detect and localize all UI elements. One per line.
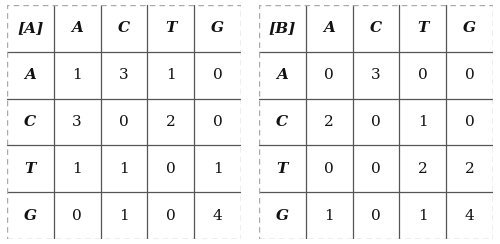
Text: G: G xyxy=(24,209,36,223)
Text: 2: 2 xyxy=(324,115,334,129)
Text: 4: 4 xyxy=(465,209,474,223)
Text: 1: 1 xyxy=(213,162,222,176)
Text: A: A xyxy=(324,21,335,35)
Text: T: T xyxy=(165,21,176,35)
Text: 1: 1 xyxy=(119,162,129,176)
Text: 1: 1 xyxy=(418,115,428,129)
Text: 1: 1 xyxy=(166,68,175,82)
Text: [A]: [A] xyxy=(17,21,44,35)
Text: 2: 2 xyxy=(418,162,428,176)
Text: 0: 0 xyxy=(166,162,175,176)
Text: 1: 1 xyxy=(72,162,82,176)
Text: T: T xyxy=(276,162,288,176)
Text: 0: 0 xyxy=(371,209,381,223)
Text: [B]: [B] xyxy=(268,21,296,35)
Text: 0: 0 xyxy=(213,115,222,129)
Text: 4: 4 xyxy=(213,209,222,223)
Text: G: G xyxy=(211,21,224,35)
Text: 2: 2 xyxy=(166,115,175,129)
Text: G: G xyxy=(464,21,476,35)
Text: 1: 1 xyxy=(119,209,129,223)
Text: A: A xyxy=(276,68,288,82)
Text: A: A xyxy=(24,68,36,82)
Text: 3: 3 xyxy=(72,115,82,129)
Text: 0: 0 xyxy=(324,68,334,82)
Text: 0: 0 xyxy=(166,209,175,223)
Text: T: T xyxy=(24,162,36,176)
Text: C: C xyxy=(276,115,288,129)
Text: C: C xyxy=(370,21,382,35)
Text: 3: 3 xyxy=(119,68,128,82)
Text: 0: 0 xyxy=(72,209,82,223)
Text: 3: 3 xyxy=(372,68,381,82)
Text: A: A xyxy=(71,21,83,35)
Text: 1: 1 xyxy=(72,68,82,82)
Text: 0: 0 xyxy=(371,115,381,129)
Text: C: C xyxy=(118,21,130,35)
Text: 1: 1 xyxy=(418,209,428,223)
Text: 2: 2 xyxy=(465,162,474,176)
Text: 0: 0 xyxy=(371,162,381,176)
Text: 0: 0 xyxy=(213,68,222,82)
Text: T: T xyxy=(417,21,428,35)
Text: 0: 0 xyxy=(418,68,428,82)
Text: 0: 0 xyxy=(465,115,474,129)
Text: C: C xyxy=(24,115,36,129)
Text: 0: 0 xyxy=(465,68,474,82)
Text: 0: 0 xyxy=(324,162,334,176)
Text: 0: 0 xyxy=(119,115,129,129)
Text: 1: 1 xyxy=(324,209,334,223)
Text: G: G xyxy=(276,209,289,223)
